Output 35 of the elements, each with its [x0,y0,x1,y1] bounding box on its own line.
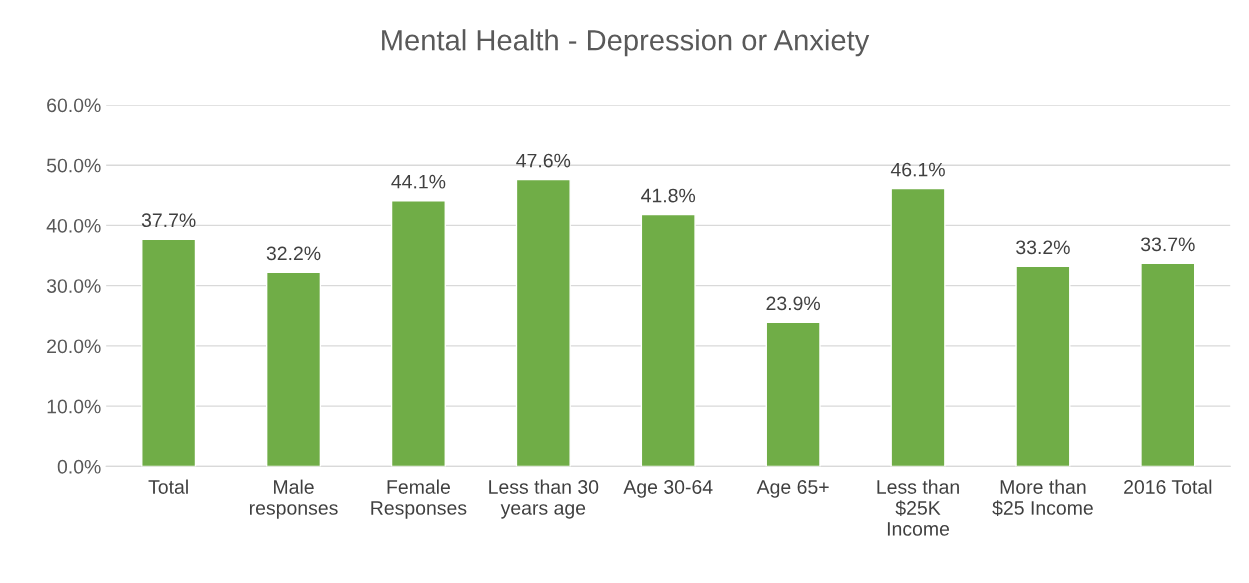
data-label: 32.2% [266,246,321,261]
data-label: 41.8% [641,188,696,203]
bar [390,200,446,467]
y-tick-label: 10.0% [47,399,101,414]
data-label: 44.1% [391,174,446,189]
data-label: 33.7% [1140,237,1195,252]
x-tick-label: Less than $25K Income [877,479,959,536]
y-tick-label: 20.0% [47,339,101,354]
bar [141,238,197,467]
data-label: 46.1% [890,162,945,177]
data-label: 33.2% [1016,240,1070,255]
x-tick-label: Age 65+ [756,480,829,498]
x-tick-label: Less than 30 years age [489,479,599,519]
y-tick-label: 50.0% [46,158,101,173]
bar [890,187,946,467]
y-tick-label: 0.0% [57,459,101,474]
bar [765,321,821,467]
data-label: 47.6% [516,153,571,168]
y-tick-label: 60.0% [47,98,101,113]
x-tick-label: Age 30-64 [623,480,713,498]
bar [640,213,696,467]
bar [265,271,322,467]
y-tick-label: 30.0% [46,279,101,293]
x-tick-label: More than $25 Income [992,479,1093,516]
data-label: 37.7% [141,213,196,228]
bar [1140,262,1196,467]
chart-title: Mental Health - Depression or Anxiety [382,29,870,57]
data-label: 23.9% [766,296,820,311]
x-tick-label: Male responses [249,479,338,519]
x-tick-label: Total [148,479,188,494]
x-tick-label: Female Responses [371,479,467,519]
bar [1015,265,1071,467]
bar [515,178,571,467]
x-tick-label: 2016 Total [1124,479,1212,494]
y-tick-label: 40.0% [46,218,101,233]
